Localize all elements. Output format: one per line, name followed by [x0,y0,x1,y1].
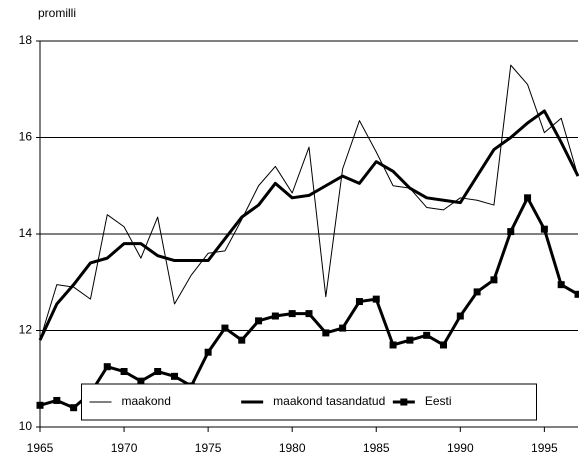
marker [171,372,178,380]
x-tick-label: 1965 [27,441,54,455]
x-tick-label: 1995 [531,441,558,455]
marker [288,310,296,318]
marker [238,336,246,344]
marker [372,295,380,303]
x-tick-label: 1980 [279,441,306,455]
series-line [39,196,579,410]
y-tick-label: 14 [19,226,33,240]
marker [221,324,229,332]
marker [154,368,162,376]
marker [120,368,128,376]
x-tick-label: 1975 [195,441,222,455]
marker [490,276,498,284]
legend-label: maakond tasandatud [273,394,385,408]
marker [339,324,347,332]
marker [271,312,279,320]
y-tick-label: 18 [19,33,33,47]
marker [255,317,263,325]
legend-label: maakond [122,394,171,408]
marker [557,281,565,289]
marker [440,341,447,349]
y-tick-label: 16 [19,130,33,144]
marker [53,396,61,404]
marker [70,404,78,412]
series-line [38,109,579,341]
x-tick-label: 1990 [447,441,474,455]
x-tick-label: 1970 [111,441,138,455]
marker [406,336,414,344]
legend-label: Eesti [425,394,452,408]
marker [507,228,515,236]
marker [574,290,579,298]
marker [355,298,363,306]
x-tick-label: 1985 [363,441,390,455]
marker [305,310,313,318]
marker [389,341,397,349]
marker [456,312,464,320]
marker [540,225,548,233]
series-line [39,64,579,341]
marker [322,329,330,337]
marker [204,348,212,356]
marker [473,288,481,296]
marker [103,363,111,371]
marker [423,331,431,339]
y-tick-label: 12 [19,323,33,337]
marker [524,194,532,202]
y-axis-label: promilli [38,6,76,20]
legend-box [81,383,537,421]
marker [36,401,44,409]
marker [137,377,145,385]
y-tick-label: 10 [19,419,33,433]
legend-marker [400,398,408,406]
